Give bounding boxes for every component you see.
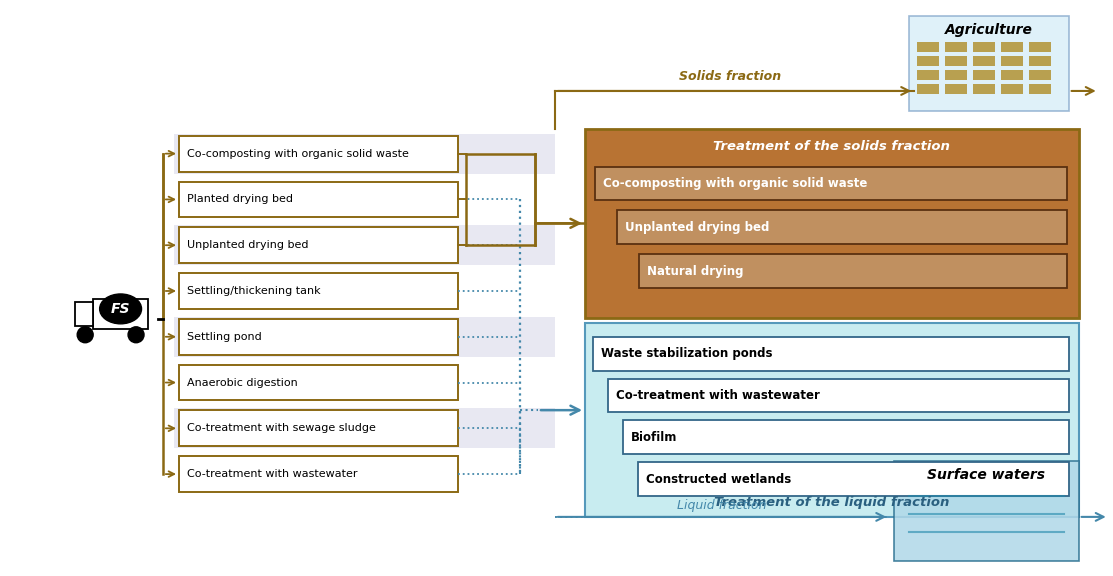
Bar: [76, 302, 93, 326]
Bar: [917, 84, 939, 94]
Bar: [909, 16, 1068, 111]
Bar: [945, 56, 967, 66]
Text: Settling/thickening tank: Settling/thickening tank: [187, 286, 321, 296]
Text: Solids fraction: Solids fraction: [679, 70, 780, 83]
Bar: [1028, 70, 1051, 80]
Bar: [1001, 42, 1023, 52]
Bar: [945, 84, 967, 94]
Bar: [973, 84, 995, 94]
Text: Unplanted drying bed: Unplanted drying bed: [187, 240, 308, 250]
Bar: [179, 228, 459, 263]
Bar: [179, 273, 459, 309]
Bar: [179, 365, 459, 400]
Bar: [917, 42, 939, 52]
Bar: [917, 70, 939, 80]
Text: FS: FS: [111, 302, 130, 316]
Bar: [93, 299, 148, 329]
Text: Co-composting with organic solid waste: Co-composting with organic solid waste: [603, 177, 867, 190]
Bar: [917, 56, 939, 66]
Text: Surface waters: Surface waters: [927, 468, 1045, 482]
Text: Co-treatment with wastewater: Co-treatment with wastewater: [187, 469, 357, 479]
Bar: [973, 56, 995, 66]
Text: Treatment of the solids fraction: Treatment of the solids fraction: [713, 140, 951, 153]
Bar: [617, 210, 1066, 244]
Bar: [608, 378, 1068, 412]
Bar: [1028, 56, 1051, 66]
Text: Unplanted drying bed: Unplanted drying bed: [624, 221, 769, 234]
Text: Co-treatment with sewage sludge: Co-treatment with sewage sludge: [187, 423, 376, 433]
Bar: [174, 408, 555, 448]
Circle shape: [77, 327, 93, 343]
Bar: [639, 254, 1066, 288]
Bar: [1001, 70, 1023, 80]
Bar: [945, 42, 967, 52]
Bar: [179, 181, 459, 217]
Text: Co-treatment with wastewater: Co-treatment with wastewater: [615, 389, 820, 402]
Text: Natural drying: Natural drying: [647, 264, 743, 278]
Bar: [1028, 84, 1051, 94]
Bar: [593, 337, 1068, 370]
Bar: [894, 461, 1078, 560]
Bar: [179, 456, 459, 492]
Bar: [973, 42, 995, 52]
Bar: [585, 129, 1078, 318]
Bar: [174, 134, 555, 173]
Bar: [174, 317, 555, 357]
Bar: [1001, 56, 1023, 66]
Bar: [595, 166, 1066, 200]
Text: Constructed wetlands: Constructed wetlands: [646, 472, 791, 486]
Bar: [638, 462, 1068, 496]
Bar: [1028, 42, 1051, 52]
Text: Agriculture: Agriculture: [945, 23, 1033, 37]
Bar: [585, 323, 1078, 517]
Circle shape: [128, 327, 144, 343]
Text: Liquid fraction: Liquid fraction: [678, 499, 767, 512]
Bar: [174, 225, 555, 265]
Text: Waste stabilization ponds: Waste stabilization ponds: [601, 347, 772, 360]
Text: Co-composting with organic solid waste: Co-composting with organic solid waste: [187, 149, 408, 158]
Text: Settling pond: Settling pond: [187, 332, 262, 342]
Text: Anaerobic digestion: Anaerobic digestion: [187, 377, 297, 388]
Bar: [179, 411, 459, 446]
Bar: [623, 420, 1068, 454]
Bar: [945, 70, 967, 80]
Text: Treatment of the liquid fraction: Treatment of the liquid fraction: [715, 497, 949, 509]
Bar: [1001, 84, 1023, 94]
Text: Planted drying bed: Planted drying bed: [187, 195, 293, 204]
Text: Biofilm: Biofilm: [631, 431, 677, 444]
Bar: [179, 136, 459, 172]
Bar: [973, 70, 995, 80]
Ellipse shape: [100, 294, 141, 324]
Bar: [179, 319, 459, 355]
